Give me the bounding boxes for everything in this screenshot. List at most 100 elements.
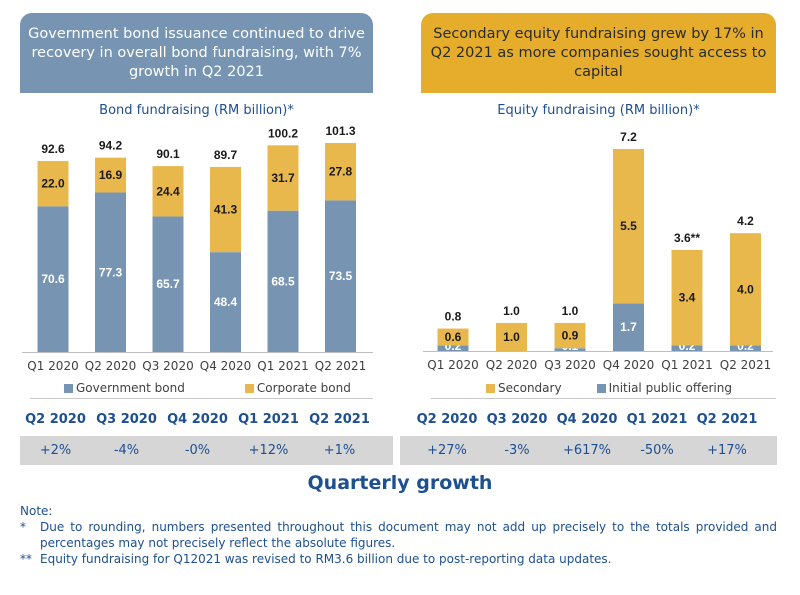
growth-value: -50% — [640, 443, 674, 458]
growth-quarter: Q2 2020 — [416, 412, 478, 427]
total-label: 94.2 — [99, 139, 123, 153]
x-tick-label: Q2 2020 — [85, 359, 136, 373]
total-label: 0.8 — [445, 310, 462, 324]
growth-value: +1% — [323, 443, 356, 458]
data-label: 4.0 — [737, 282, 754, 296]
data-label: 68.5 — [271, 274, 295, 288]
bar-government-bond — [210, 252, 241, 352]
growth-quarter: Q1 2021 — [626, 412, 688, 427]
bar-corporate-bond — [210, 166, 241, 253]
growth-quarter: Q3 2020 — [96, 412, 157, 427]
growth-value: +27% — [427, 443, 467, 458]
growth-quarter: Q2 2021 — [309, 412, 370, 427]
notes-heading: Note: — [20, 504, 53, 518]
bar-secondary — [437, 328, 469, 346]
data-label: 41.3 — [214, 203, 238, 217]
x-tick-label: Q1 2021 — [257, 359, 308, 373]
bar-corporate-bond — [325, 143, 356, 201]
x-tick-label: Q2 2020 — [486, 358, 537, 372]
equity-headline-text: Secondary equity fundraising grew by 17%… — [430, 25, 767, 80]
growth-quarter: Q3 2020 — [486, 412, 548, 427]
bar-initial-public-offering — [613, 303, 644, 351]
equity-headline-banner: Secondary equity fundraising grew by 17%… — [421, 13, 776, 93]
bar-secondary — [613, 149, 644, 304]
data-label: 24.4 — [156, 184, 180, 198]
data-label: 0.6 — [445, 330, 462, 344]
equity-growth-row: +27% -3% +617% -50% +17% — [400, 436, 777, 465]
growth-value: +2% — [39, 443, 72, 458]
data-label: 22.0 — [41, 177, 65, 191]
secondary-swatch — [486, 383, 495, 393]
legend-corporate-bond: Corporate bond — [244, 381, 351, 395]
growth-value: -3% — [504, 443, 530, 458]
footnotes: Note: * Due to rounding, numbers present… — [20, 503, 777, 567]
total-label: 1.0 — [562, 304, 579, 318]
footnote-text: Due to rounding, numbers presented throu… — [40, 520, 777, 550]
government-bond-swatch — [64, 383, 73, 393]
legend-label: Government bond — [76, 381, 185, 395]
growth-quarter: Q2 2021 — [696, 412, 758, 427]
footnote-mark: ** — [20, 552, 32, 566]
total-label: 100.2 — [268, 126, 298, 140]
data-label: 16.9 — [99, 168, 123, 182]
legend-secondary: Secondary — [486, 381, 562, 395]
bar-government-bond — [325, 200, 356, 352]
total-label: 101.3 — [325, 124, 355, 138]
bar-initial-public-offering — [554, 348, 586, 351]
growth-value: +12% — [248, 443, 289, 458]
bar-initial-public-offering — [730, 345, 761, 351]
growth-value: +617% — [562, 443, 612, 458]
quarterly-growth-title: Quarterly growth — [307, 472, 493, 494]
equity-growth-header: Q2 2020 Q3 2020 Q4 2020 Q1 2021 Q2 2021 — [412, 412, 762, 427]
bond-growth-row: +2% -4% -0% +12% +1% — [20, 436, 393, 465]
data-label: 1.0 — [503, 330, 520, 344]
growth-value: -0% — [184, 443, 211, 458]
bar-government-bond — [152, 216, 184, 352]
growth-quarter: Q1 2021 — [238, 412, 299, 427]
bar-government-bond — [37, 206, 69, 352]
bond-headline-banner: Government bond issuance continued to dr… — [20, 13, 373, 93]
legend-label: Corporate bond — [256, 381, 351, 395]
bar-corporate-bond — [95, 157, 126, 193]
growth-value: +17% — [707, 443, 747, 458]
x-tick-label: Q1 2021 — [661, 358, 712, 372]
legend-government-bond: Government bond — [64, 381, 185, 395]
bar-initial-public-offering — [671, 345, 703, 351]
divider — [431, 398, 776, 399]
footnote-text: Equity fundraising for Q12021 was revise… — [40, 552, 612, 566]
growth-value: -4% — [113, 443, 140, 458]
legend-ipo: Initial public offering — [596, 381, 732, 395]
footnote: * Due to rounding, numbers presented thr… — [20, 519, 777, 551]
x-tick-label: Q2 2021 — [315, 359, 366, 373]
divider — [30, 398, 373, 399]
bond-growth-header: Q2 2020 Q3 2020 Q4 2020 Q1 2021 Q2 2021 — [20, 412, 375, 427]
data-label: 31.7 — [271, 171, 295, 185]
x-tick-label: Q2 2021 — [720, 358, 771, 372]
bar-initial-public-offering — [437, 345, 469, 351]
growth-quarter: Q4 2020 — [167, 412, 228, 427]
data-label: 70.6 — [41, 272, 65, 286]
growth-quarter: Q2 2020 — [25, 412, 86, 427]
total-label: 3.6** — [674, 231, 700, 245]
total-label: 4.2 — [737, 214, 754, 228]
ipo-swatch — [596, 383, 606, 393]
data-label: 65.7 — [156, 277, 180, 291]
bar-secondary — [730, 233, 761, 346]
bar-secondary — [496, 322, 527, 351]
data-label: 77.3 — [99, 265, 123, 279]
bond-chart-title: Bond fundraising (RM billion)* — [99, 103, 294, 118]
data-label: 27.8 — [329, 165, 353, 179]
data-label: 73.5 — [329, 269, 353, 283]
footnote: ** Equity fundraising for Q12021 was rev… — [20, 551, 777, 567]
legend-label: Initial public offering — [608, 381, 732, 395]
total-label: 1.0 — [503, 304, 520, 318]
bond-legend: Government bond Corporate bond — [64, 381, 351, 395]
bond-chart: 70.6 22.0 92.6 Q1 2020 77.3 16.9 94.2 Q2 2020 65… — [22, 124, 373, 373]
data-label: 1.7 — [620, 320, 637, 334]
x-tick-label: Q4 2020 — [603, 358, 654, 372]
bar-secondary — [671, 250, 703, 346]
bar-corporate-bond — [267, 145, 299, 211]
bond-headline-text: Government bond issuance continued to dr… — [28, 25, 365, 80]
x-tick-label: Q1 2020 — [27, 359, 78, 373]
